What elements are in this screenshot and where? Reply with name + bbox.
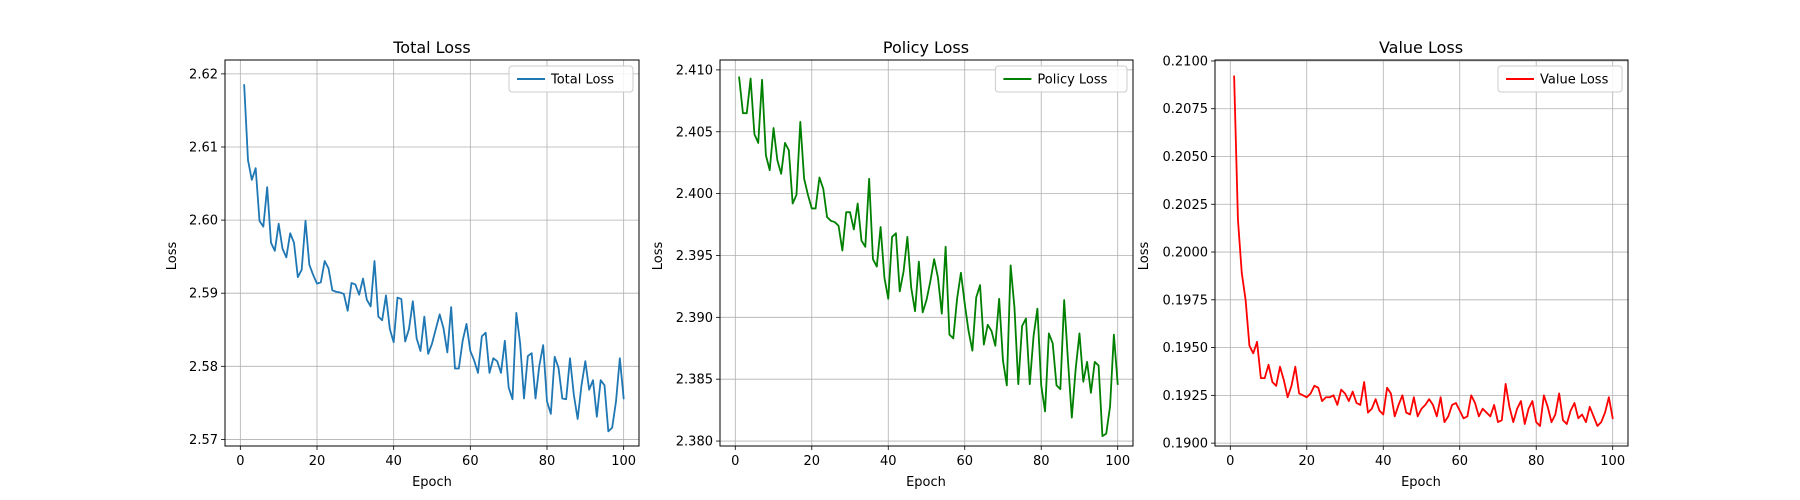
value-loss-chart: Value Loss Epoch Loss 0 20 40 60 80 100 0.1900…: [1137, 38, 1629, 490]
x-tick-label: 80: [1528, 454, 1545, 469]
x-tick-label: 0: [731, 454, 739, 469]
y-tick-label: 2.400: [676, 187, 713, 202]
x-tick-label: 0: [236, 454, 244, 469]
x-tick-label: 20: [1299, 454, 1316, 469]
series-line: [1233, 75, 1614, 427]
series-lines: [738, 76, 1119, 438]
x-tick-label: 80: [539, 454, 556, 469]
x-tick-label: 60: [956, 454, 973, 469]
total-loss-chart: Total Loss Epoch Loss 0 20 40 60 80 100 2.57 2.…: [165, 38, 640, 490]
y-tick-label: 0.1925: [1163, 389, 1209, 404]
y-tick-label: 2.405: [676, 125, 713, 140]
legend-box: [508, 65, 634, 93]
y-tick-label: 2.58: [189, 360, 218, 375]
x-tick-label: 60: [462, 454, 479, 469]
y-tick-label: 2.59: [189, 287, 218, 302]
x-tick-label: 20: [309, 454, 326, 469]
chart-title: Policy Loss: [883, 38, 969, 57]
legend-box: [994, 65, 1128, 93]
legend-box: [1497, 65, 1623, 93]
series-line: [738, 76, 1119, 438]
legend-label: Policy Loss: [1037, 73, 1107, 88]
x-tick-label: 40: [880, 454, 897, 469]
axis-ticks: 0 20 40 60 80 100 0.1900 0.1925 0.1950 0.1975 0.20…: [1163, 54, 1626, 469]
x-axis-label: Epoch: [412, 475, 452, 490]
y-tick-label: 0.1975: [1163, 293, 1209, 308]
plot-frame: [224, 59, 640, 447]
y-axis-label: Loss: [651, 242, 666, 271]
x-tick-label: 80: [1033, 454, 1050, 469]
chart-title: Value Loss: [1379, 38, 1463, 57]
x-tick-label: 20: [804, 454, 821, 469]
y-tick-label: 2.60: [189, 214, 218, 229]
y-tick-label: 2.61: [189, 140, 218, 155]
y-tick-label: 0.2075: [1163, 102, 1209, 117]
x-tick-label: 100: [611, 454, 636, 469]
gridlines: [1215, 60, 1628, 446]
y-tick-label: 2.385: [676, 373, 713, 388]
plot-frame: [1214, 59, 1629, 447]
y-tick-label: 2.390: [676, 311, 713, 326]
y-tick-label: 0.1950: [1163, 341, 1209, 356]
x-tick-label: 100: [1600, 454, 1625, 469]
x-tick-label: 40: [1375, 454, 1392, 469]
y-axis-label: Loss: [1137, 242, 1152, 271]
y-tick-label: 0.1900: [1163, 437, 1209, 452]
y-tick-label: 2.380: [676, 435, 713, 450]
x-tick-label: 60: [1451, 454, 1468, 469]
y-tick-label: 2.410: [676, 63, 713, 78]
plot-frame: [719, 59, 1134, 447]
y-tick-label: 0.2050: [1163, 150, 1209, 165]
y-tick-label: 2.57: [189, 433, 218, 448]
y-axis-label: Loss: [165, 242, 180, 271]
legend-label: Value Loss: [1540, 73, 1609, 88]
gridlines: [225, 60, 639, 446]
series-line: [243, 83, 625, 433]
y-tick-label: 0.2000: [1163, 246, 1209, 261]
x-tick-label: 40: [385, 454, 402, 469]
series-lines: [243, 83, 625, 433]
x-axis-label: Epoch: [906, 475, 946, 490]
series-lines: [1233, 75, 1614, 427]
legend: Policy Loss: [994, 65, 1128, 93]
legend: Total Loss: [508, 65, 634, 93]
x-axis-label: Epoch: [1401, 475, 1441, 490]
legend: Value Loss: [1497, 65, 1623, 93]
axis-ticks: 0 20 40 60 80 100 2.380 2.385 2.390 2.395 2.400 2.4…: [676, 63, 1130, 469]
y-tick-label: 0.2025: [1163, 198, 1209, 213]
x-tick-label: 100: [1105, 454, 1130, 469]
chart-title: Total Loss: [392, 38, 471, 57]
legend-label: Total Loss: [550, 73, 614, 88]
policy-loss-chart: Policy Loss Epoch Loss 0 20 40 60 80 100 2.380…: [651, 38, 1134, 490]
axis-ticks: 0 20 40 60 80 100 2.57 2.58 2.59 2.60 2.61 2.62: [189, 67, 636, 469]
y-tick-label: 0.2100: [1163, 54, 1209, 69]
y-tick-label: 2.395: [676, 249, 713, 264]
y-tick-label: 2.62: [189, 67, 218, 82]
x-tick-label: 0: [1226, 454, 1234, 469]
